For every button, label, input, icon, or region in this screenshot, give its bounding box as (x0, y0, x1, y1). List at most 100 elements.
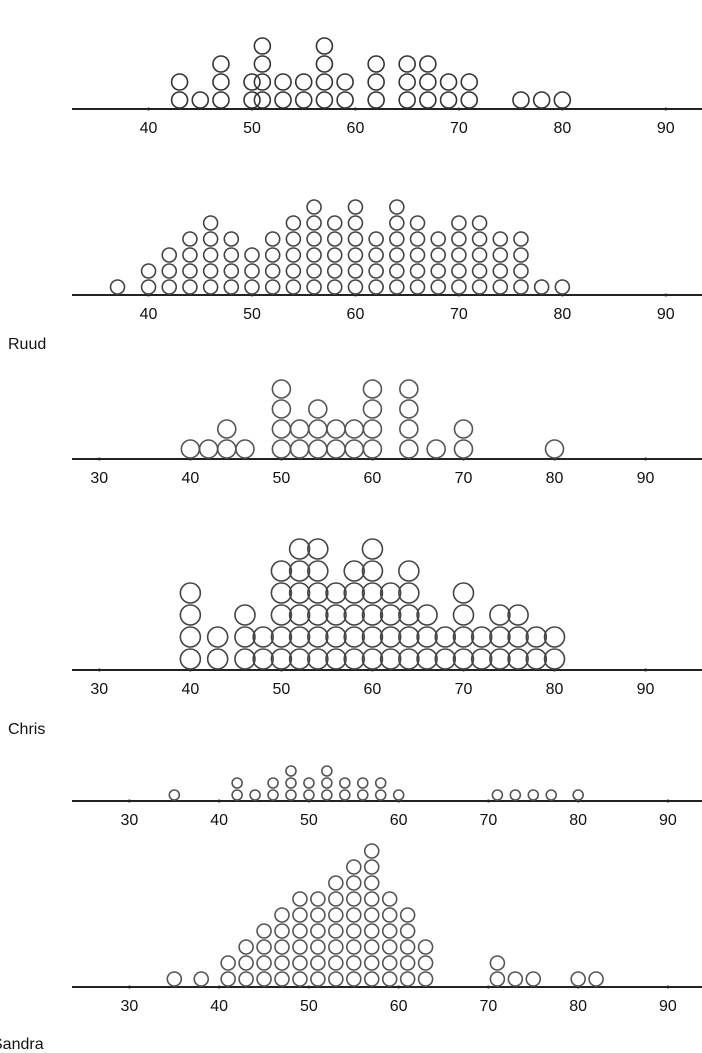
x-tick-label: 80 (569, 998, 587, 1015)
x-tick-label: 80 (553, 120, 571, 137)
dot (303, 777, 315, 789)
dot (267, 789, 279, 801)
dot (326, 439, 346, 459)
dot (419, 73, 437, 91)
dot (374, 777, 387, 789)
x-tick-label: 90 (659, 998, 677, 1015)
dot (507, 604, 529, 626)
x-tick-label: 50 (272, 681, 290, 698)
dot (491, 789, 504, 801)
dot (253, 91, 272, 109)
dot (368, 247, 384, 263)
dot (544, 439, 565, 459)
dot (244, 263, 260, 279)
x-tick-label: 80 (546, 470, 564, 487)
dot (361, 648, 384, 670)
dot (256, 955, 272, 971)
dot (409, 247, 426, 263)
dot (398, 626, 420, 648)
dot (179, 582, 202, 604)
tick-mark (644, 457, 648, 461)
dot (398, 582, 420, 604)
dot (343, 604, 366, 626)
x-tick-label: 70 (450, 306, 468, 323)
dot (525, 648, 548, 670)
dot (274, 955, 290, 971)
dot (492, 263, 509, 279)
dot (460, 91, 479, 109)
dot (345, 923, 362, 939)
tick-mark (127, 799, 131, 803)
x-tick-label: 30 (90, 470, 108, 487)
dot (525, 626, 548, 648)
dot (532, 91, 551, 109)
x-tick-label: 60 (390, 812, 408, 829)
dot (381, 907, 398, 923)
dot (347, 279, 364, 295)
dot (292, 907, 308, 923)
dot (310, 939, 326, 955)
dot (307, 604, 329, 626)
tick-mark (644, 668, 648, 672)
dot (430, 247, 447, 263)
tick-mark (664, 107, 668, 111)
x-tick-label: 60 (347, 120, 365, 137)
dot (270, 626, 293, 648)
dot (363, 939, 380, 955)
dot (202, 279, 219, 295)
dot (234, 604, 256, 626)
dot (170, 91, 189, 109)
dot (270, 560, 293, 582)
dot (439, 91, 458, 109)
dot (417, 955, 434, 971)
dot (235, 439, 255, 459)
dot (347, 215, 364, 231)
dot (451, 215, 467, 231)
dot (328, 923, 344, 939)
dot (409, 215, 426, 231)
dot (489, 626, 511, 648)
dot (343, 560, 366, 582)
dot (343, 648, 366, 670)
x-tick-label: 40 (140, 306, 158, 323)
dot (399, 379, 419, 399)
x-tick-label: 30 (90, 681, 108, 698)
dot (381, 971, 398, 987)
dot (430, 263, 447, 279)
dot (234, 626, 256, 648)
dot (180, 439, 201, 459)
dot (389, 279, 405, 295)
dot (253, 73, 272, 91)
dot (379, 604, 402, 626)
dot (216, 419, 237, 439)
dot (434, 626, 457, 648)
dot (243, 73, 261, 91)
dot (308, 439, 328, 459)
dot (513, 279, 529, 295)
dot (140, 279, 157, 295)
x-tick-label: 40 (181, 470, 199, 487)
dot (161, 263, 178, 279)
dot (392, 789, 405, 801)
x-tick-label: 40 (140, 120, 158, 137)
dot (347, 231, 364, 247)
dot (389, 247, 405, 263)
dot (399, 939, 416, 955)
x-tick-label: 70 (455, 470, 473, 487)
dot (270, 582, 293, 604)
dot (310, 923, 326, 939)
dot (264, 231, 281, 247)
dot (460, 73, 479, 91)
x-tick-label: 70 (450, 120, 468, 137)
dot (507, 648, 529, 670)
dot (381, 939, 398, 955)
dot (288, 538, 311, 560)
dot (379, 626, 402, 648)
dot (182, 279, 198, 295)
dot (513, 247, 529, 263)
x-tick-label: 80 (553, 306, 571, 323)
x-tick-label: 60 (390, 998, 408, 1015)
x-tick-label: 60 (364, 470, 382, 487)
dot (220, 971, 236, 987)
